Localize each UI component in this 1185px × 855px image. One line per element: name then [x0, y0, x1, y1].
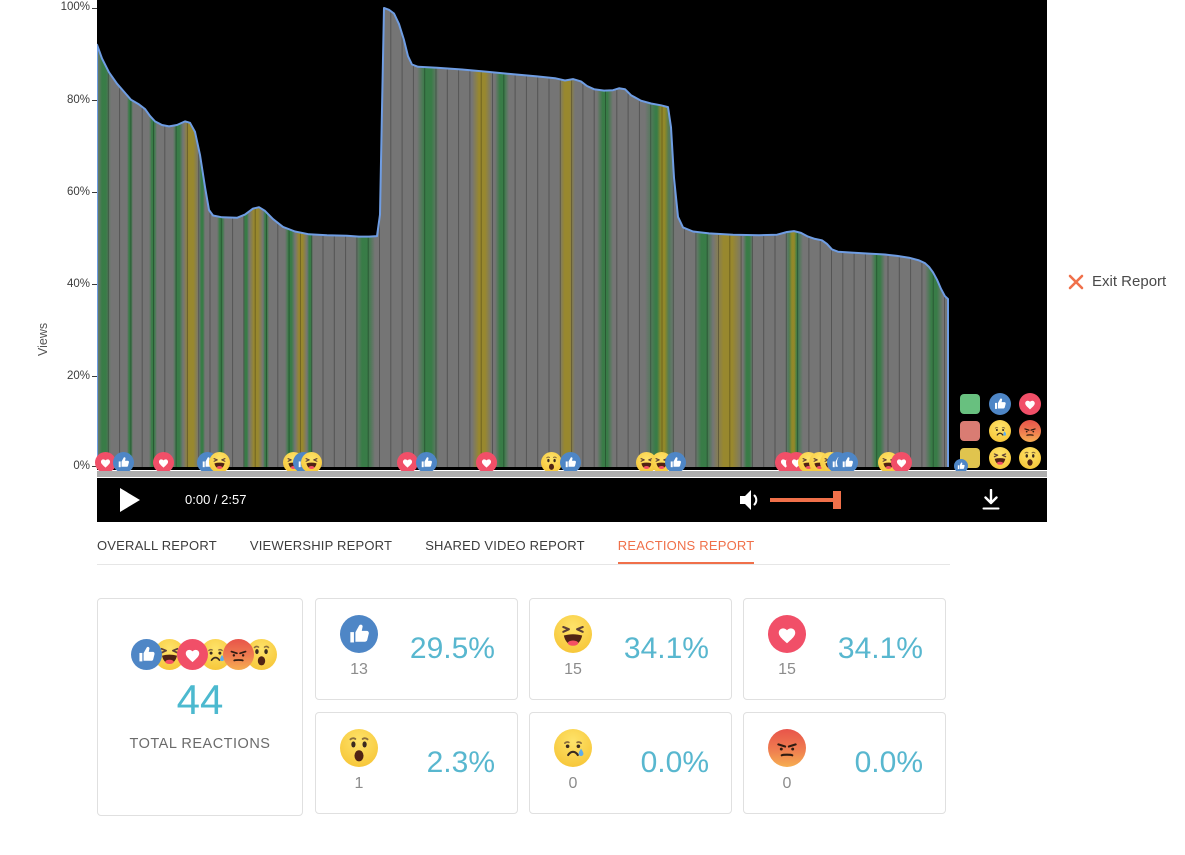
haha-stat-card: 15 34.1%	[529, 598, 732, 700]
angry-stat-card: 0 0.0%	[743, 712, 946, 814]
download-button[interactable]	[981, 489, 1001, 511]
tab-overall-report[interactable]: OVERALL REPORT	[97, 538, 217, 553]
tab-viewership-report[interactable]: VIEWERSHIP REPORT	[249, 538, 393, 553]
y-tick-60: 60%	[66, 186, 90, 198]
reaction-marker-love	[891, 452, 912, 473]
views-area-chart	[97, 7, 949, 467]
exit-report-label: Exit Report	[1092, 273, 1167, 290]
love-percent: 34.1%	[837, 632, 923, 665]
y-axis-title: Views	[36, 322, 50, 356]
love-stat-card: 15 34.1%	[743, 598, 946, 700]
angry-percent: 0.0%	[854, 746, 923, 779]
reaction-marker-like	[560, 452, 581, 473]
reaction-marker-love	[397, 452, 418, 473]
video-views-chart[interactable]	[97, 0, 1047, 470]
y-tick-0: 0%	[73, 460, 90, 472]
legend-love-icon	[1019, 393, 1041, 415]
reaction-marker-like	[837, 452, 858, 473]
tabs-divider	[97, 564, 950, 565]
wow-icon	[340, 729, 378, 767]
sad-count: 0	[568, 775, 578, 792]
sad-icon	[554, 729, 592, 767]
love-count: 15	[778, 661, 796, 678]
video-controls-bar: 0:00 / 2:57	[97, 478, 1047, 522]
y-tick-100: 100%	[60, 1, 90, 13]
volume-slider-handle[interactable]	[833, 491, 841, 509]
legend-swatch-row1	[959, 393, 981, 415]
reaction-marker-haha	[209, 452, 230, 473]
video-seek-bar[interactable]	[97, 471, 1047, 477]
volume-icon[interactable]	[738, 489, 762, 511]
haha-icon	[554, 615, 592, 653]
like-stat-card: 13 29.5%	[315, 598, 518, 700]
y-tick-mark	[92, 192, 97, 193]
y-tick-mark	[92, 376, 97, 377]
legend-sad-icon	[989, 420, 1011, 442]
volume-slider[interactable]	[770, 498, 836, 502]
like-count: 13	[350, 661, 368, 678]
legend-wow-icon	[1019, 447, 1041, 469]
y-tick-20: 20%	[66, 370, 90, 382]
tab-reactions-report[interactable]: REACTIONS REPORT	[617, 538, 755, 564]
y-tick-mark	[92, 8, 97, 9]
angry-icon	[768, 729, 806, 767]
reaction-marker-like	[665, 452, 686, 473]
total-reactions-count: 44	[176, 676, 224, 723]
like-icon	[340, 615, 378, 653]
angry-icon	[223, 639, 254, 670]
legend-haha-icon	[989, 447, 1011, 469]
legend-angry-icon	[1019, 420, 1041, 442]
y-tick-mark	[92, 100, 97, 101]
wow-stat-card: 1 2.3%	[315, 712, 518, 814]
angry-count: 0	[782, 775, 792, 792]
reaction-marker-like	[113, 452, 134, 473]
like-icon	[131, 639, 162, 670]
y-tick-mark	[92, 466, 97, 467]
close-icon	[1068, 274, 1084, 290]
love-icon	[768, 615, 806, 653]
chart-legend	[959, 393, 1041, 469]
exit-report-button[interactable]: Exit Report	[1068, 273, 1166, 290]
y-tick-80: 80%	[66, 94, 90, 106]
reaction-marker-haha	[301, 452, 322, 473]
wow-count: 1	[354, 775, 364, 792]
haha-count: 15	[564, 661, 582, 678]
y-tick-mark	[92, 284, 97, 285]
wow-percent: 2.3%	[426, 746, 495, 779]
haha-percent: 34.1%	[623, 632, 709, 665]
sad-percent: 0.0%	[640, 746, 709, 779]
reaction-marker-like	[416, 452, 437, 473]
like-percent: 29.5%	[409, 632, 495, 665]
sad-stat-card: 0 0.0%	[529, 712, 732, 814]
legend-swatch-row2	[959, 420, 981, 442]
report-tabs: OVERALL REPORT VIEWERSHIP REPORT SHARED …	[97, 538, 755, 564]
love-icon	[177, 639, 208, 670]
total-reactions-card: 44 TOTAL REACTIONS	[97, 598, 303, 816]
reaction-marker-love	[476, 452, 497, 473]
reaction-marker-wow	[541, 452, 562, 473]
time-display: 0:00 / 2:57	[185, 492, 247, 507]
y-tick-40: 40%	[66, 278, 90, 290]
play-button[interactable]	[120, 488, 140, 512]
legend-swatch-row3	[959, 447, 981, 469]
reaction-emoji-strip	[98, 639, 302, 670]
total-reactions-label: TOTAL REACTIONS	[129, 736, 271, 752]
tab-shared-video-report[interactable]: SHARED VIDEO REPORT	[425, 538, 585, 553]
legend-like-icon	[989, 393, 1011, 415]
reaction-marker-love	[153, 452, 174, 473]
